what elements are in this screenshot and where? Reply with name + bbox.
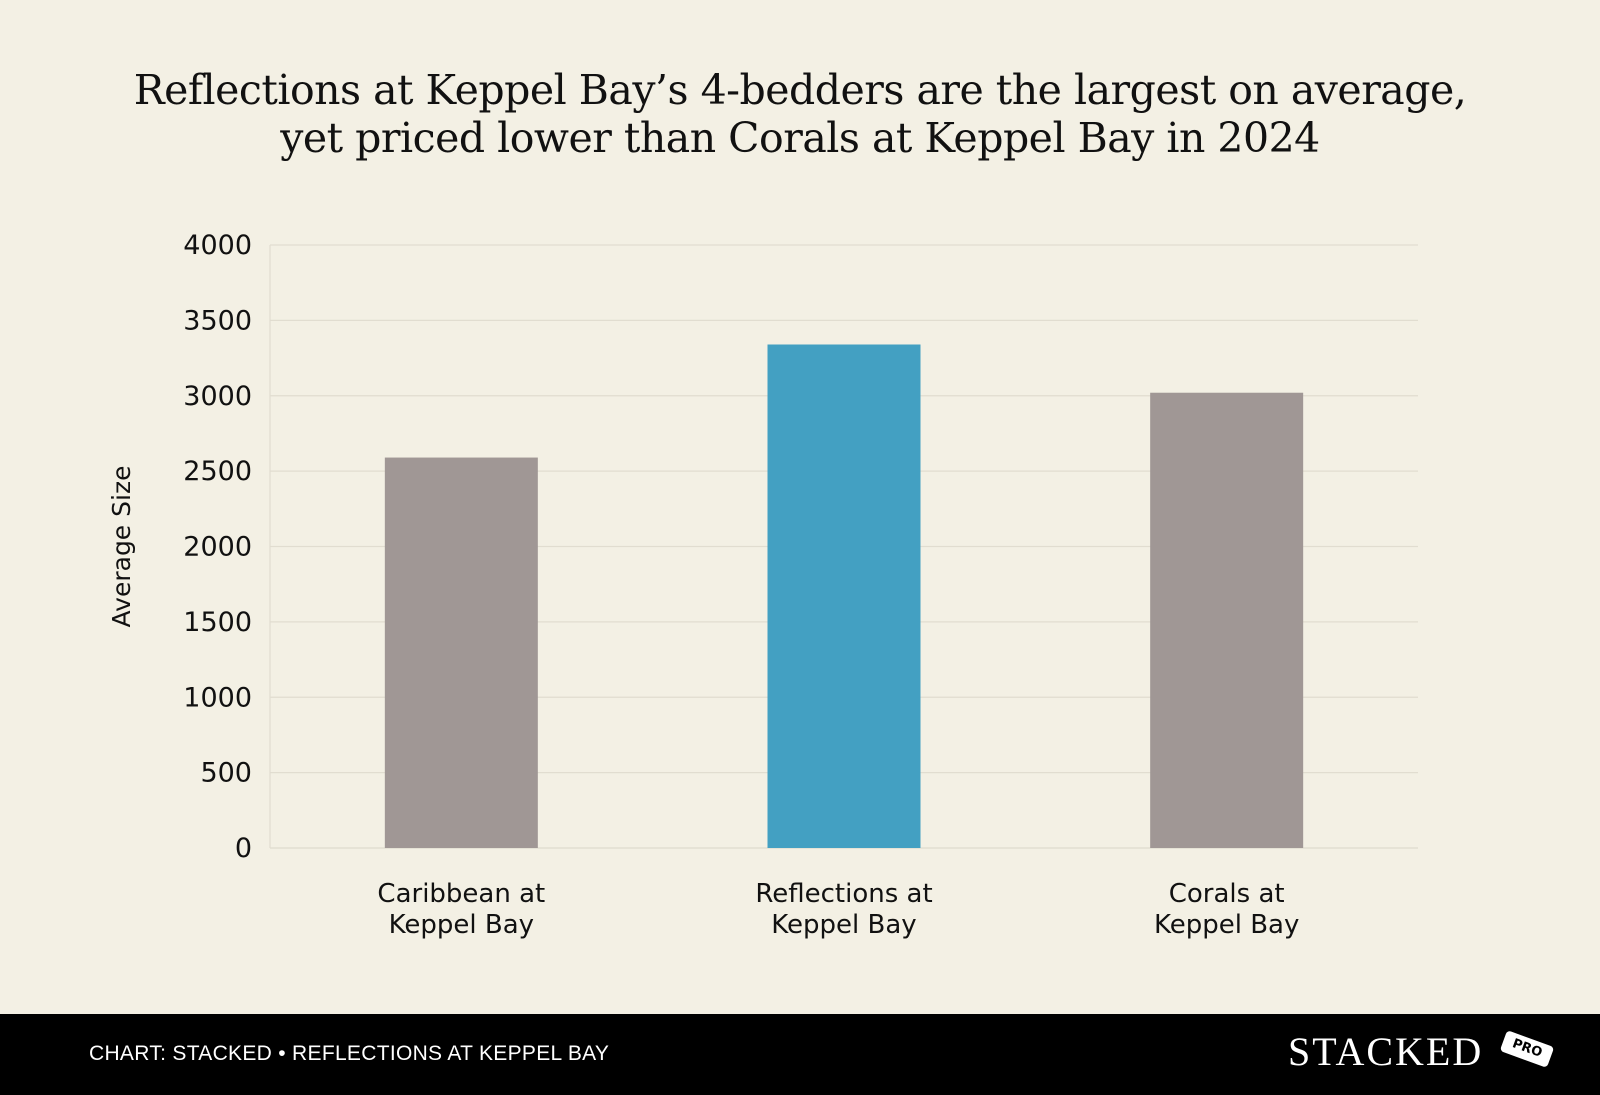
brand-logo: STACKED (1288, 1029, 1484, 1074)
x-tick-label: Corals at Keppel Bay (1154, 879, 1299, 940)
x-tick-label-line: Reflections at (755, 879, 932, 909)
bar (384, 457, 538, 848)
y-tick-label: 2500 (183, 456, 252, 487)
pro-badge: PRO (1499, 1030, 1555, 1068)
y-tick-label: 1000 (183, 682, 252, 713)
bar (767, 344, 921, 848)
x-tick-label-line: Corals at (1169, 879, 1285, 909)
chart-title: Reflections at Keppel Bay’s 4-bedders ar… (0, 66, 1600, 162)
y-axis-label: Average Size (107, 466, 136, 628)
y-tick-label: 0 (235, 833, 252, 864)
y-tick-label: 500 (200, 758, 252, 789)
y-tick-label: 4000 (183, 230, 252, 261)
x-tick-label-line: Keppel Bay (771, 910, 916, 940)
y-tick-label: 1500 (183, 607, 252, 638)
bar-chart: 0 500 1000 1500 2000 2500 3000 3500 4000 Average … (107, 230, 1418, 940)
footer-credit: CHART: STACKED • REFLECTIONS AT KEPPEL B… (89, 1042, 610, 1065)
footer-bar: CHART: STACKED • REFLECTIONS AT KEPPEL B… (0, 1014, 1600, 1095)
bar (1150, 392, 1304, 848)
x-tick-label: Caribbean at Keppel Bay (377, 879, 545, 940)
x-tick-label-line: Keppel Bay (1154, 910, 1299, 940)
chart-title-line-1: Reflections at Keppel Bay’s 4-bedders ar… (133, 66, 1467, 114)
x-tick-label: Reflections at Keppel Bay (755, 879, 932, 940)
x-tick-label-line: Keppel Bay (389, 910, 534, 940)
y-tick-label: 3000 (183, 381, 252, 412)
x-tick-label-line: Caribbean at (377, 879, 545, 909)
chart-title-line-2: yet priced lower than Corals at Keppel B… (280, 114, 1320, 162)
y-tick-label: 3500 (183, 305, 252, 336)
y-tick-label: 2000 (183, 532, 252, 563)
